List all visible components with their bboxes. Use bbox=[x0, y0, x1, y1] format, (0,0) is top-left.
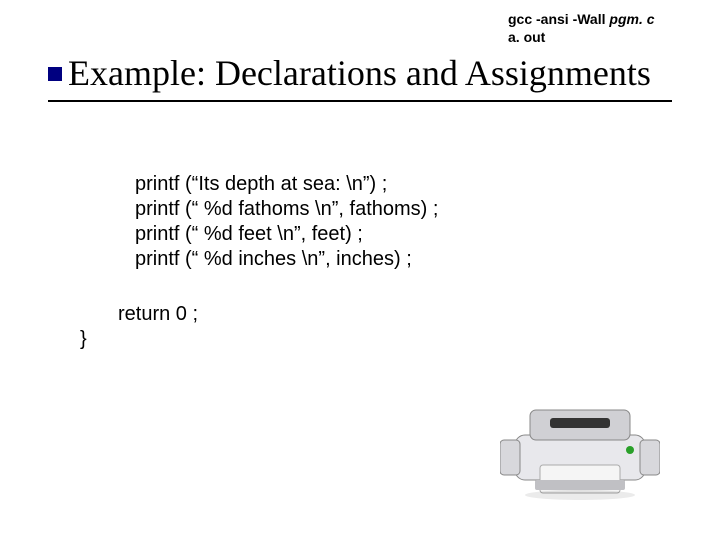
pgm-file: pgm. c bbox=[609, 11, 654, 27]
code-block: printf (“Its depth at sea: \n”) ; printf… bbox=[135, 172, 438, 272]
code-line-3: printf (“ %d feet \n”, feet) ; bbox=[135, 222, 438, 247]
gcc-command: gcc -ansi -Wall pgm. c bbox=[508, 10, 655, 28]
code-line-4: printf (“ %d inches \n”, inches) ; bbox=[135, 247, 438, 272]
aout-command: a. out bbox=[508, 28, 655, 46]
closing-brace: } bbox=[80, 328, 87, 351]
gcc-text: gcc -ansi -Wall bbox=[508, 11, 609, 27]
slide-title: Example: Declarations and Assignments bbox=[68, 53, 651, 93]
return-statement: return 0 ; bbox=[118, 303, 198, 326]
compile-commands: gcc -ansi -Wall pgm. c a. out bbox=[508, 10, 655, 46]
printer-icon bbox=[500, 380, 660, 500]
title-bullet-icon bbox=[48, 67, 62, 81]
slide-title-container: Example: Declarations and Assignments bbox=[48, 52, 651, 94]
code-line-2: printf (“ %d fathoms \n”, fathoms) ; bbox=[135, 197, 438, 222]
code-line-1: printf (“Its depth at sea: \n”) ; bbox=[135, 172, 438, 197]
title-underline bbox=[48, 100, 672, 102]
